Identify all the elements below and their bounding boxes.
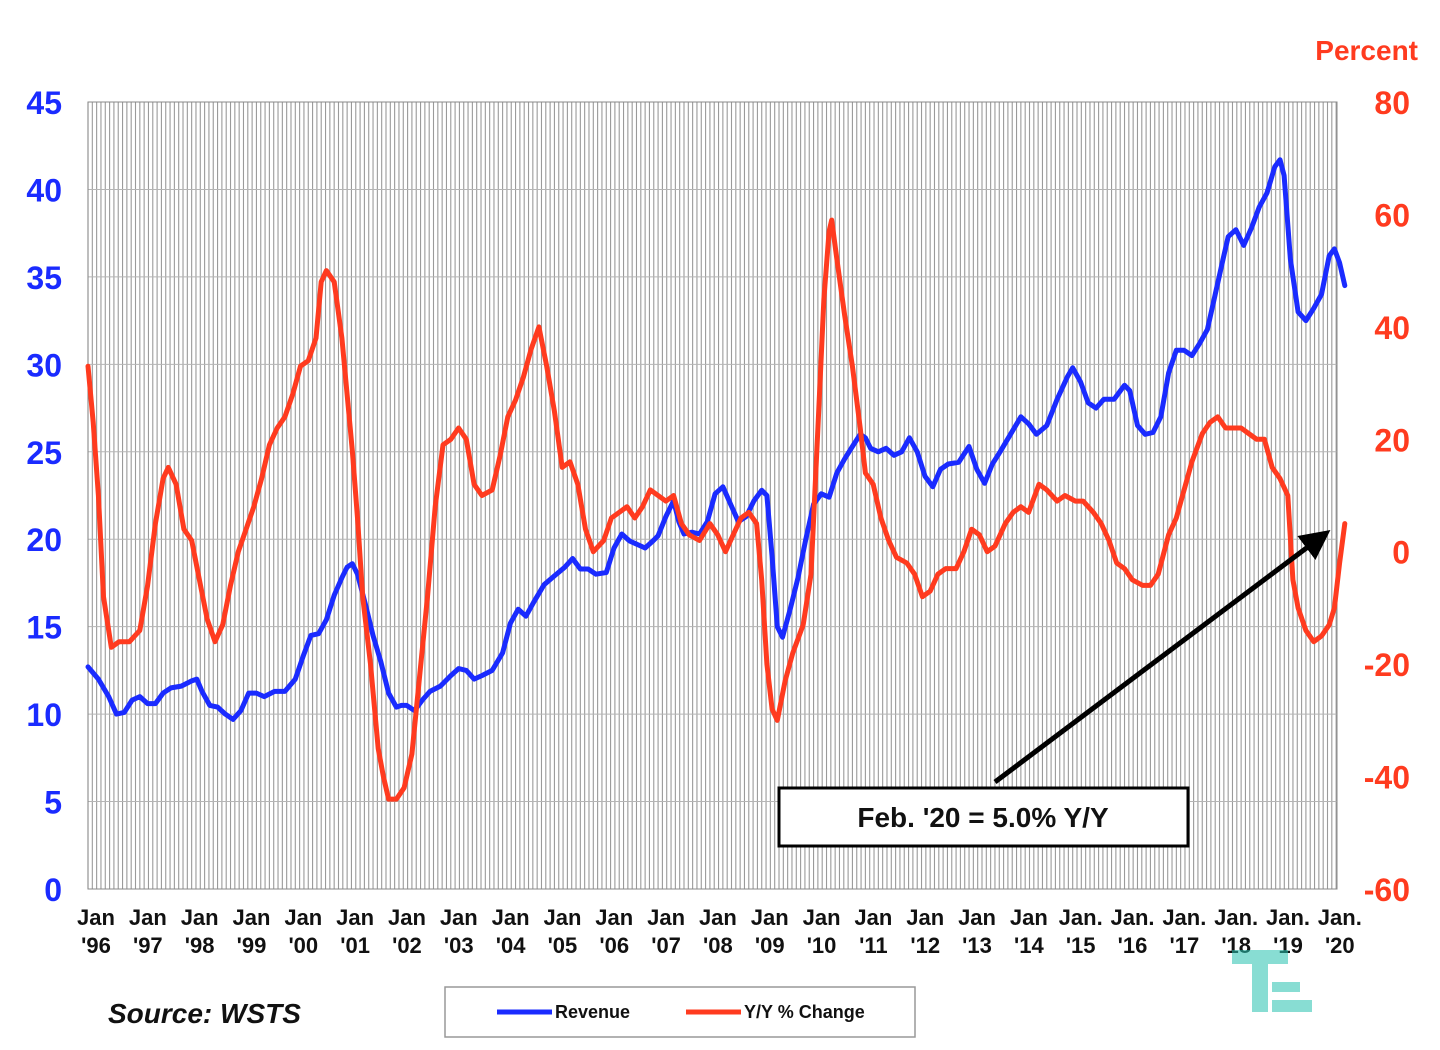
x-tick-label-month: Jan: [284, 905, 322, 930]
x-tick-label-month: Jan: [77, 905, 115, 930]
x-tick-label-month: Jan.: [1162, 905, 1206, 930]
series-layer: [85, 157, 1348, 802]
x-tick-label-month: Jan.: [1266, 905, 1310, 930]
yoy-change-line: [85, 217, 1348, 802]
x-tick-label-year: '12: [910, 933, 940, 958]
x-tick-label-year: '16: [1118, 933, 1148, 958]
x-tick-label-year: '08: [703, 933, 733, 958]
left-tick-label: 45: [26, 85, 62, 121]
x-tick-label-month: Jan.: [1214, 905, 1258, 930]
x-tick-label-month: Jan: [181, 905, 219, 930]
right-tick-label: 60: [1374, 197, 1410, 233]
left-tick-label: 5: [44, 785, 62, 821]
x-tick-label-month: Jan.: [1059, 905, 1103, 930]
x-tick-label-month: Jan: [854, 905, 892, 930]
left-tick-label: 40: [26, 172, 62, 208]
x-tick-label-month: Jan: [233, 905, 271, 930]
right-axis-ticks: -60 -40 -20 0 20 40 60 80: [1364, 85, 1410, 908]
x-tick-label-year: '07: [651, 933, 681, 958]
x-tick-label-year: '05: [548, 933, 578, 958]
x-tick-label-year: '20: [1325, 933, 1355, 958]
legend: Revenue Y/Y % Change: [444, 986, 916, 1038]
right-tick-label: 20: [1374, 422, 1410, 458]
x-tick-label-month: Jan.: [1318, 905, 1362, 930]
x-tick-label-year: '13: [962, 933, 992, 958]
legend-label-revenue: Revenue: [555, 1002, 630, 1022]
x-tick-label-month: Jan: [492, 905, 530, 930]
x-tick-label-year: '02: [392, 933, 422, 958]
left-tick-label: 10: [26, 697, 62, 733]
right-tick-label: -40: [1364, 760, 1410, 796]
x-tick-label-year: '96: [81, 933, 111, 958]
left-axis-ticks: 0 5 10 15 20 25 30 35 40 45: [26, 85, 62, 908]
watermark-logo: [1232, 950, 1312, 1012]
x-tick-label-month: Jan: [336, 905, 374, 930]
left-tick-label: 20: [26, 522, 62, 558]
right-tick-label: 40: [1374, 310, 1410, 346]
right-tick-label: -20: [1364, 647, 1410, 683]
left-tick-label: 25: [26, 435, 62, 471]
x-tick-label-year: '14: [1014, 933, 1044, 958]
callout-box: [777, 786, 1190, 848]
x-tick-label-year: '04: [496, 933, 526, 958]
x-tick-label-year: '10: [807, 933, 837, 958]
right-tick-label: 0: [1392, 535, 1410, 571]
x-tick-label-month: Jan: [647, 905, 685, 930]
left-tick-label: 30: [26, 347, 62, 383]
x-tick-label-month: Jan: [906, 905, 944, 930]
right-tick-label: -60: [1364, 872, 1410, 908]
x-tick-label-year: '17: [1169, 933, 1199, 958]
x-tick-label-month: Jan: [440, 905, 478, 930]
x-tick-label-month: Jan: [958, 905, 996, 930]
revenue-line: [85, 157, 1348, 722]
x-tick-label-year: '15: [1066, 933, 1096, 958]
legend-label-yoy: Y/Y % Change: [744, 1002, 865, 1022]
source-label: Source: WSTS: [108, 998, 301, 1029]
x-tick-label-year: '11: [859, 933, 888, 958]
x-tick-label-month: Jan: [803, 905, 841, 930]
x-tick-label-year: '09: [755, 933, 785, 958]
callout-text: Feb. '20 = 5.0% Y/Y: [857, 802, 1109, 833]
left-tick-label: 0: [44, 872, 62, 908]
x-tick-label-year: '00: [288, 933, 318, 958]
plot-frame: [87, 101, 1338, 890]
callout-arrow: [993, 529, 1331, 784]
x-tick-label-month: Jan: [1010, 905, 1048, 930]
x-tick-label-month: Jan.: [1110, 905, 1154, 930]
x-tick-label-year: '03: [444, 933, 474, 958]
right-axis-title: Percent: [1315, 35, 1418, 66]
right-tick-label: 80: [1374, 85, 1410, 121]
x-axis-ticks: Jan '96 Jan '97 Jan '98 Jan '99 Jan '00 Jan '01 Jan '…: [77, 905, 1362, 958]
x-tick-label-month: Jan: [543, 905, 581, 930]
x-tick-label-year: '97: [133, 933, 163, 958]
x-tick-label-month: Jan: [751, 905, 789, 930]
left-tick-label: 15: [26, 610, 62, 646]
x-tick-label-month: Jan: [699, 905, 737, 930]
x-tick-label-month: Jan: [388, 905, 426, 930]
x-tick-label-month: Jan: [595, 905, 633, 930]
x-tick-label-year: '01: [340, 933, 370, 958]
x-tick-label-year: '99: [237, 933, 267, 958]
left-tick-label: 35: [26, 260, 62, 296]
x-tick-label-month: Jan: [129, 905, 167, 930]
x-tick-label-year: '06: [599, 933, 629, 958]
x-tick-label-year: '98: [185, 933, 215, 958]
